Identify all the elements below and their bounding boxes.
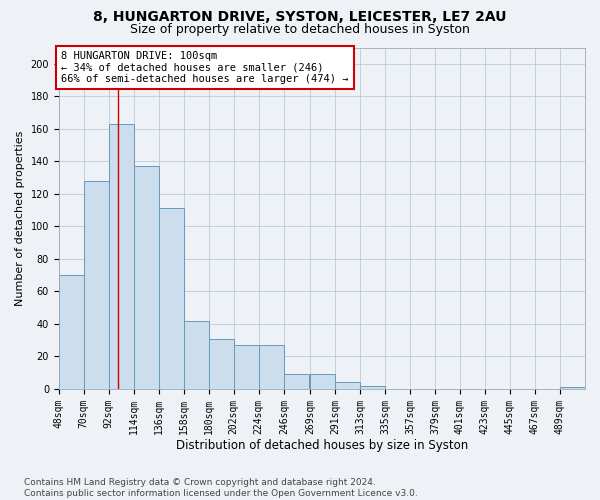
Bar <box>335 382 360 389</box>
Bar <box>59 275 84 389</box>
Bar <box>84 181 109 389</box>
Y-axis label: Number of detached properties: Number of detached properties <box>15 130 25 306</box>
Bar <box>234 345 259 389</box>
X-axis label: Distribution of detached houses by size in Syston: Distribution of detached houses by size … <box>176 440 468 452</box>
Bar <box>284 374 309 389</box>
Bar <box>159 208 184 389</box>
Text: 8, HUNGARTON DRIVE, SYSTON, LEICESTER, LE7 2AU: 8, HUNGARTON DRIVE, SYSTON, LEICESTER, L… <box>93 10 507 24</box>
Text: Contains HM Land Registry data © Crown copyright and database right 2024.
Contai: Contains HM Land Registry data © Crown c… <box>24 478 418 498</box>
Text: Size of property relative to detached houses in Syston: Size of property relative to detached ho… <box>130 22 470 36</box>
Bar <box>209 338 234 389</box>
Bar <box>134 166 159 389</box>
Bar <box>184 320 209 389</box>
Text: 8 HUNGARTON DRIVE: 100sqm
← 34% of detached houses are smaller (246)
66% of semi: 8 HUNGARTON DRIVE: 100sqm ← 34% of detac… <box>61 51 349 84</box>
Bar <box>259 345 284 389</box>
Bar <box>310 374 335 389</box>
Bar <box>560 388 585 389</box>
Bar <box>109 124 134 389</box>
Bar <box>360 386 385 389</box>
